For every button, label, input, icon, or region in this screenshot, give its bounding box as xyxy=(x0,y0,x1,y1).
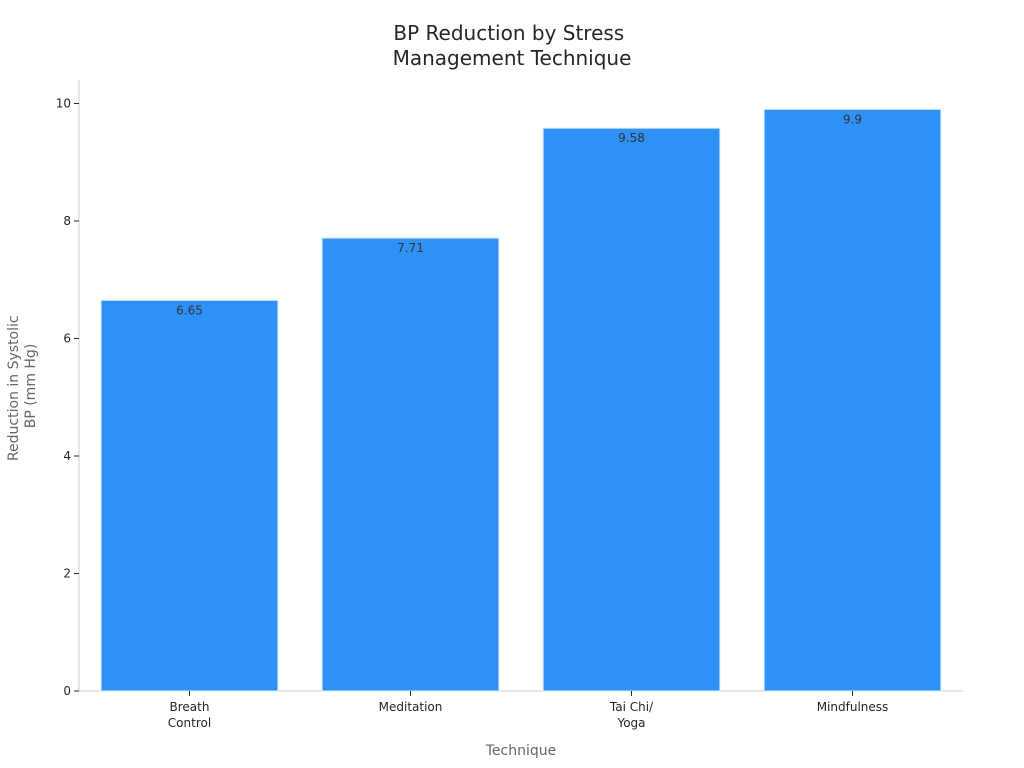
x-tick-label-line: Tai Chi/ xyxy=(609,700,654,714)
y-tick-label: 4 xyxy=(63,449,71,463)
x-axis-label: Technique xyxy=(485,743,557,759)
bar[interactable] xyxy=(763,108,942,692)
x-tick-label-line: Control xyxy=(168,716,211,730)
x-tick-label: Breath Control xyxy=(168,700,211,730)
x-tick-label: Tai Chi/Yoga xyxy=(609,700,654,730)
chart-title: BP Reduction by Stress Management Techni… xyxy=(393,21,632,70)
y-tick-label: 6 xyxy=(63,332,71,346)
plot-area: 0 2 4 6 8 10 6.65 Breath Control 7.71 Meditation 9.… xyxy=(56,80,963,730)
chart-title-line-2: Management Technique xyxy=(393,46,632,70)
bar-value-label: 6.65 xyxy=(176,303,203,317)
x-tick-label: Mindfulness xyxy=(817,700,889,714)
y-tick-label: 2 xyxy=(63,567,71,581)
bar[interactable] xyxy=(321,237,500,692)
bar-value-label: 7.71 xyxy=(397,241,424,255)
y-axis-label-line-2: BP (mm Hg) xyxy=(23,344,39,429)
x-tick-label-line: Meditation xyxy=(379,700,443,714)
y-axis-label-line-1: Reduction in Systolic xyxy=(6,315,22,461)
bar-value-label: 9.58 xyxy=(618,131,645,145)
bar[interactable] xyxy=(100,299,279,692)
y-axis-label: Reduction in Systolic BP (mm Hg) xyxy=(6,311,39,461)
bar[interactable] xyxy=(542,127,721,692)
x-tick-label: Meditation xyxy=(379,700,443,714)
x-tick-label-line: Breath xyxy=(170,700,210,714)
x-tick-label-line: Yoga xyxy=(616,716,645,730)
x-tick-label-line: Mindfulness xyxy=(817,700,889,714)
y-tick-label: 0 xyxy=(63,684,71,698)
y-tick-label: 8 xyxy=(63,214,71,228)
y-tick-label: 10 xyxy=(56,97,71,111)
bar-value-label: 9.9 xyxy=(843,112,862,126)
chart-title-line-1: BP Reduction by Stress xyxy=(393,21,624,45)
